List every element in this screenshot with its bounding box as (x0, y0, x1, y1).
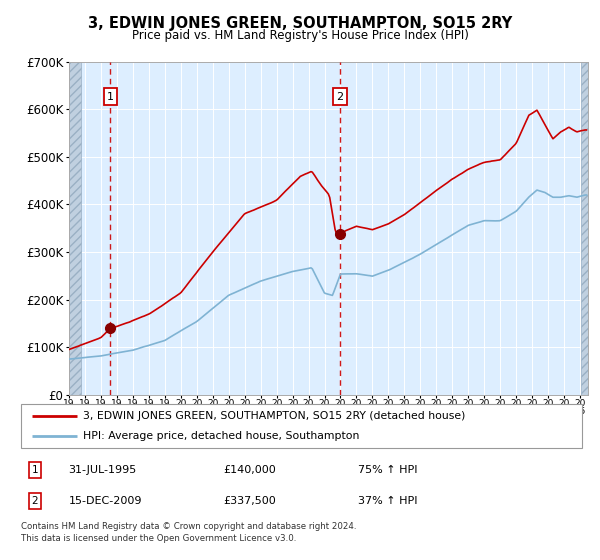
Text: 2: 2 (336, 92, 343, 101)
Text: 37% ↑ HPI: 37% ↑ HPI (358, 496, 417, 506)
Text: 1: 1 (107, 92, 114, 101)
Bar (581, 62, 588, 395)
Text: 2: 2 (32, 496, 38, 506)
Text: £337,500: £337,500 (223, 496, 276, 506)
Text: Price paid vs. HM Land Registry's House Price Index (HPI): Price paid vs. HM Land Registry's House … (131, 29, 469, 42)
FancyBboxPatch shape (21, 404, 582, 448)
Text: 1: 1 (32, 465, 38, 475)
Bar (69, 62, 81, 395)
Text: £140,000: £140,000 (223, 465, 276, 475)
Text: 31-JUL-1995: 31-JUL-1995 (68, 465, 137, 475)
Text: 3, EDWIN JONES GREEN, SOUTHAMPTON, SO15 2RY: 3, EDWIN JONES GREEN, SOUTHAMPTON, SO15 … (88, 16, 512, 31)
Text: Contains HM Land Registry data © Crown copyright and database right 2024.
This d: Contains HM Land Registry data © Crown c… (21, 522, 356, 543)
Text: HPI: Average price, detached house, Southampton: HPI: Average price, detached house, Sout… (83, 431, 359, 441)
Text: 15-DEC-2009: 15-DEC-2009 (68, 496, 142, 506)
Text: 75% ↑ HPI: 75% ↑ HPI (358, 465, 417, 475)
Text: 3, EDWIN JONES GREEN, SOUTHAMPTON, SO15 2RY (detached house): 3, EDWIN JONES GREEN, SOUTHAMPTON, SO15 … (83, 411, 465, 421)
